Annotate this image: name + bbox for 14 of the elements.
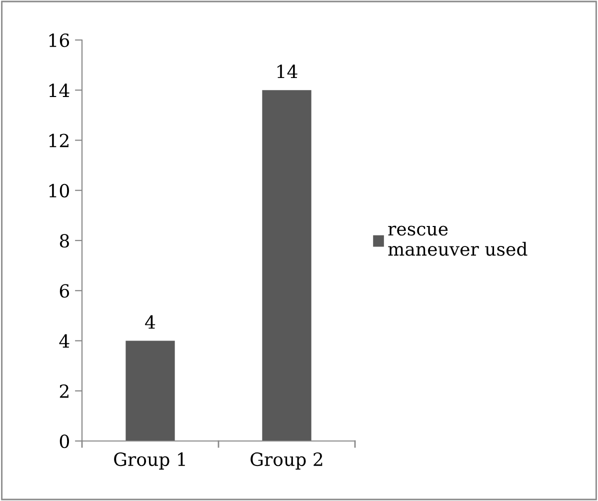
y-tick-label: 0 (60, 434, 69, 448)
y-tick-label: 2 (60, 384, 68, 398)
y-tick-label: 6 (60, 284, 70, 298)
y-tick-label: 12 (49, 134, 68, 148)
data-label: 14 (277, 64, 298, 78)
y-tick-label: 8 (60, 234, 69, 248)
y-tick-label: 4 (59, 334, 70, 348)
data-label: 4 (145, 315, 156, 329)
x-tick-label: Group 1 (114, 452, 185, 470)
y-tick-label: 14 (49, 84, 70, 97)
y-tick-label: 16 (49, 33, 70, 48)
x-tick-label: Group 2 (250, 452, 322, 470)
legend-label: rescue maneuver used (388, 226, 528, 256)
y-tick-label: 10 (49, 184, 69, 198)
